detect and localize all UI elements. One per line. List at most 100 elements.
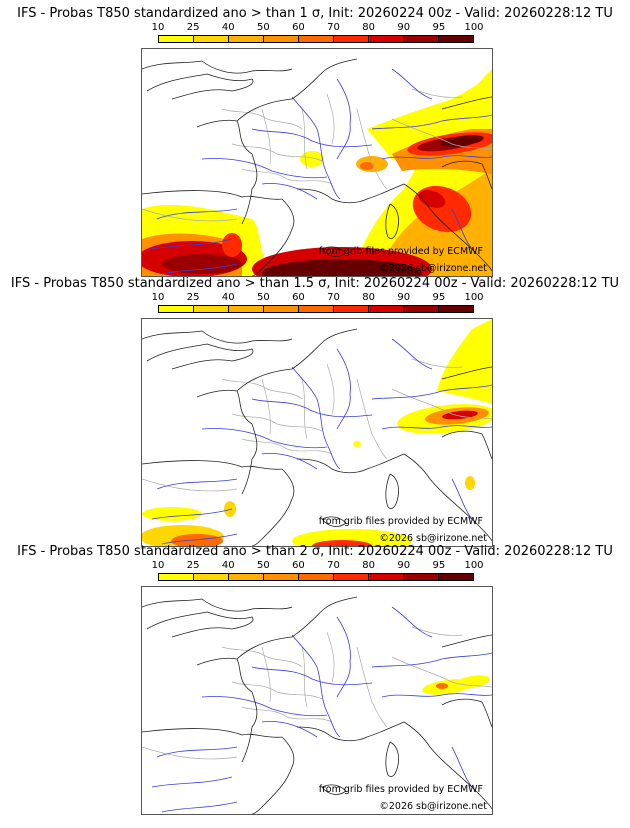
river	[151, 508, 233, 520]
river	[156, 478, 238, 490]
coastline	[441, 366, 492, 380]
colorbar-segment	[439, 306, 473, 312]
colorbar-segment	[159, 36, 194, 42]
river	[161, 533, 238, 545]
colorbar-tick-label: 70	[327, 560, 340, 571]
coastline	[146, 73, 254, 100]
colorbar-segment	[264, 36, 299, 42]
coastline	[142, 598, 293, 612]
colorbar-tick-label: 10	[151, 560, 165, 571]
probability-area	[222, 233, 242, 257]
coastline	[296, 453, 405, 474]
admin-border	[301, 378, 308, 440]
colorbar-segment	[299, 306, 334, 312]
map-canvas	[142, 58, 492, 276]
coastline	[441, 160, 492, 190]
admin-border	[261, 108, 271, 165]
credit-source: from grib files provided by ECMWF	[318, 784, 483, 795]
coastline	[142, 60, 293, 74]
probability-area	[224, 501, 236, 517]
admin-border	[261, 646, 271, 703]
coastline	[441, 430, 492, 460]
colorbar-segment	[369, 306, 404, 312]
coastline	[441, 96, 492, 110]
colorbar-tick-label: 40	[221, 560, 235, 571]
coastline	[385, 741, 399, 777]
admin-border	[391, 656, 492, 688]
admin-border	[356, 378, 388, 460]
river	[336, 348, 351, 430]
admin-border	[241, 438, 333, 455]
river	[201, 428, 328, 449]
colorbar-tick-label: 50	[256, 560, 270, 571]
probability-area	[465, 476, 475, 490]
colorbar-tick-label: 50	[256, 292, 270, 303]
river	[261, 720, 318, 738]
colorbar-segment	[229, 306, 264, 312]
colorbar-tick-label: 100	[464, 22, 484, 33]
colorbar	[158, 305, 474, 313]
chart-title: IFS - Probas T850 standardized ano > tha…	[17, 6, 613, 21]
river	[151, 238, 233, 250]
credit-copyright: ©2026 sb@irizone.net	[379, 801, 487, 812]
river	[291, 366, 341, 470]
colorbar-tick-label: 50	[256, 22, 270, 33]
colorbar-tick-label: 60	[292, 292, 305, 303]
colorbar-segment	[159, 306, 194, 312]
admin-border	[142, 208, 238, 222]
colorbar-ticks: 10 25 40 50 60 70 80 90 95 100	[152, 22, 484, 33]
admin-border	[411, 88, 463, 98]
coastline	[385, 203, 399, 239]
colorbar-segment	[299, 574, 334, 580]
colorbar-segment	[194, 574, 229, 580]
colorbar-tick-label: 90	[397, 22, 411, 33]
colorbar-segment	[194, 306, 229, 312]
probability-area	[353, 441, 361, 447]
colorbar-segment	[264, 574, 299, 580]
river	[151, 776, 233, 788]
probability-map: from grib files provided by ECMWF ©2026 …	[141, 586, 493, 815]
colorbar	[158, 573, 474, 581]
river	[261, 452, 318, 470]
colorbar-segment	[159, 574, 194, 580]
probability-area	[300, 151, 324, 167]
map-canvas	[142, 319, 492, 546]
admin-border	[261, 378, 271, 435]
colorbar-segment	[334, 36, 369, 42]
panel-1sigma: IFS - Probas T850 standardized ano > tha…	[0, 0, 630, 277]
river	[381, 155, 492, 160]
credit-source: from grib files provided by ECMWF	[318, 246, 483, 257]
chart-title: IFS - Probas T850 standardized ano > tha…	[10, 276, 620, 291]
colorbar-tick-label: 70	[327, 292, 340, 303]
admin-border	[326, 363, 335, 415]
colorbar-tick-label: 70	[327, 22, 340, 33]
admin-border	[231, 681, 323, 700]
coastline	[441, 634, 492, 648]
river	[261, 182, 318, 200]
coastline	[385, 473, 399, 509]
river	[291, 96, 341, 200]
colorbar-tick-label: 25	[186, 22, 200, 33]
colorbar-ticks: 10 25 40 50 60 70 80 90 95 100	[152, 560, 484, 571]
admin-border	[241, 706, 333, 723]
colorbar-segment	[264, 306, 299, 312]
colorbar-tick-label: 100	[464, 560, 484, 571]
colorbar	[158, 35, 474, 43]
colorbar-tick-label: 100	[464, 292, 484, 303]
river	[391, 606, 433, 638]
coastline	[196, 389, 258, 495]
colorbar-tick-label: 80	[362, 292, 376, 303]
colorbar-tick-label: 60	[292, 560, 305, 571]
coastline	[142, 728, 283, 738]
colorbar-tick-label: 10	[151, 22, 165, 33]
coastline	[251, 736, 295, 814]
colorbar-segment	[404, 574, 439, 580]
coastline	[321, 784, 347, 795]
river	[381, 425, 492, 430]
admin-border	[411, 358, 463, 368]
colorbar-tick-label: 90	[397, 560, 411, 571]
coastline	[142, 190, 283, 200]
admin-border	[221, 108, 303, 130]
map-canvas	[142, 596, 492, 814]
colorbar-segment	[229, 36, 264, 42]
